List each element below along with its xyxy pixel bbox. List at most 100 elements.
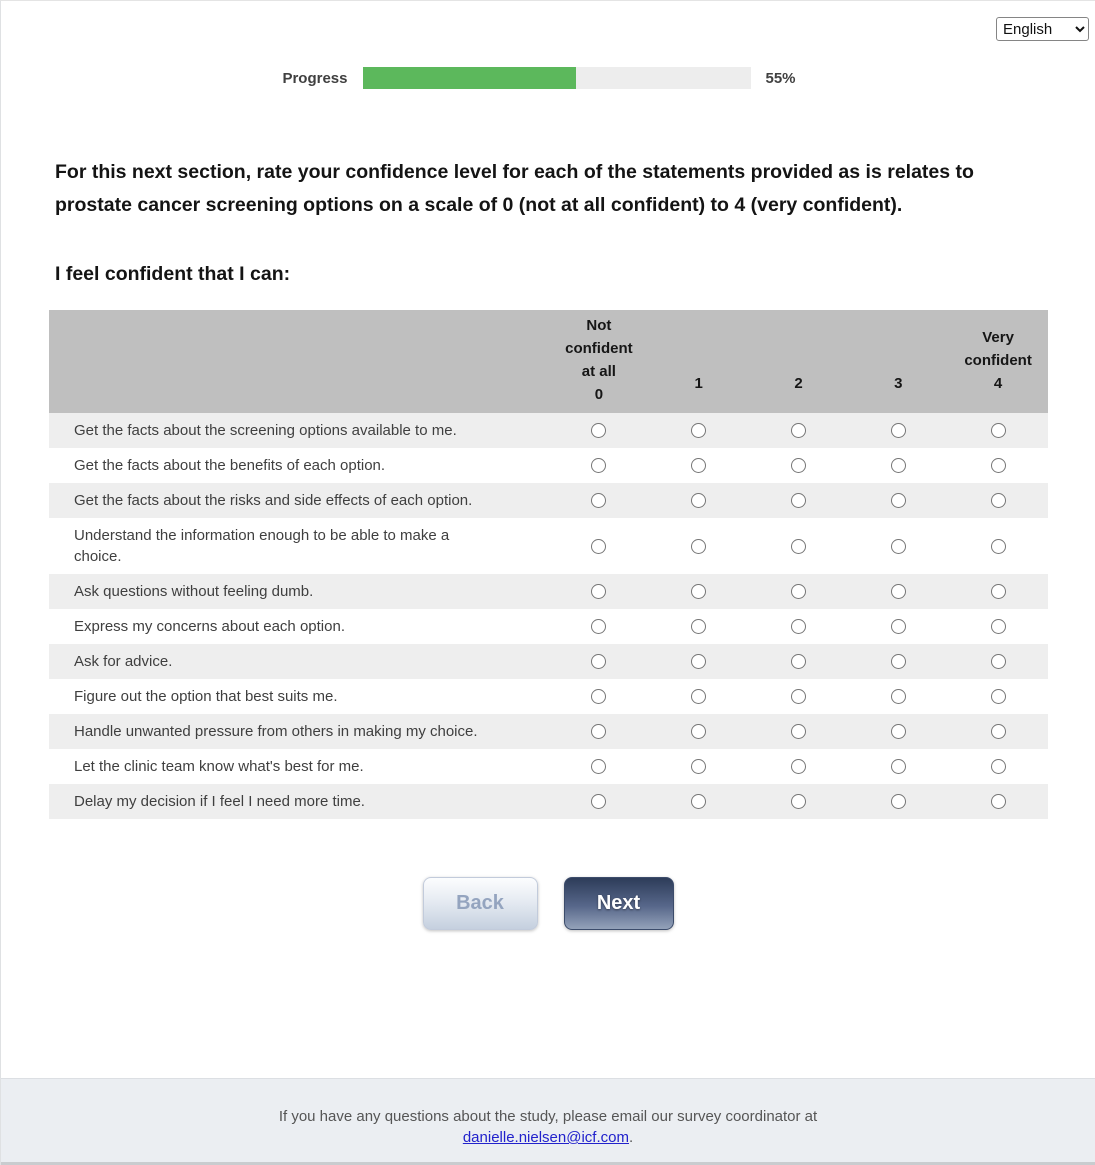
radio-row9-value2[interactable] xyxy=(790,724,806,739)
matrix-col-header-1: 1 xyxy=(694,375,703,392)
radio-row7-value3[interactable] xyxy=(890,654,906,669)
progress-label: Progress xyxy=(282,69,348,87)
row-statement: Express my concerns about each option. xyxy=(74,618,345,635)
radio-row8-value0[interactable] xyxy=(591,689,607,704)
radio-row8-value3[interactable] xyxy=(890,689,906,704)
radio-row2-value0[interactable] xyxy=(591,458,607,473)
back-button[interactable]: Back xyxy=(422,877,538,930)
radio-cell xyxy=(549,679,649,714)
radio-cell xyxy=(649,413,749,448)
radio-row1-value4[interactable] xyxy=(990,423,1006,438)
matrix-body: Get the facts about the screening option… xyxy=(49,413,1048,819)
radio-cell xyxy=(749,574,849,609)
radio-row9-value4[interactable] xyxy=(990,724,1006,739)
table-row: Get the facts about the screening option… xyxy=(49,413,1048,448)
radio-row5-value0[interactable] xyxy=(591,584,607,599)
radio-row6-value4[interactable] xyxy=(990,619,1006,634)
radio-row1-value0[interactable] xyxy=(591,423,607,438)
radio-cell xyxy=(848,714,948,749)
radio-row3-value1[interactable] xyxy=(691,493,707,508)
radio-row6-value1[interactable] xyxy=(691,619,707,634)
progress-bar xyxy=(362,67,751,89)
radio-row2-value1[interactable] xyxy=(691,458,707,473)
radio-row8-value1[interactable] xyxy=(691,689,707,704)
radio-row6-value0[interactable] xyxy=(591,619,607,634)
radio-row2-value3[interactable] xyxy=(890,458,906,473)
radio-row3-value3[interactable] xyxy=(890,493,906,508)
radio-row5-value1[interactable] xyxy=(691,584,707,599)
radio-row4-value1[interactable] xyxy=(691,538,707,554)
radio-row9-value0[interactable] xyxy=(591,724,607,739)
radio-cell xyxy=(749,518,849,574)
radio-cell xyxy=(549,784,649,819)
radio-cell xyxy=(749,679,849,714)
radio-row2-value4[interactable] xyxy=(990,458,1006,473)
radio-cell xyxy=(948,413,1048,448)
radio-row1-value3[interactable] xyxy=(890,423,906,438)
radio-row8-value2[interactable] xyxy=(790,689,806,704)
radio-cell xyxy=(948,644,1048,679)
radio-cell xyxy=(549,714,649,749)
table-row: Ask for advice. xyxy=(49,644,1048,679)
radio-row7-value4[interactable] xyxy=(990,654,1006,669)
matrix-col-header-4: Very confident 4 xyxy=(964,329,1032,392)
radio-cell xyxy=(948,448,1048,483)
radio-row10-value4[interactable] xyxy=(990,759,1006,774)
table-row: Figure out the option that best suits me… xyxy=(49,679,1048,714)
radio-row2-value2[interactable] xyxy=(790,458,806,473)
radio-cell xyxy=(749,784,849,819)
radio-row7-value0[interactable] xyxy=(591,654,607,669)
radio-cell xyxy=(848,448,948,483)
radio-row6-value2[interactable] xyxy=(790,619,806,634)
table-row: Let the clinic team know what's best for… xyxy=(49,749,1048,784)
radio-row1-value2[interactable] xyxy=(790,423,806,438)
radio-row6-value3[interactable] xyxy=(890,619,906,634)
radio-row4-value2[interactable] xyxy=(790,538,806,554)
radio-cell xyxy=(649,749,749,784)
radio-row5-value4[interactable] xyxy=(990,584,1006,599)
row-statement: Ask for advice. xyxy=(74,653,173,670)
progress-percent: 55% xyxy=(765,69,796,87)
radio-cell xyxy=(649,714,749,749)
radio-row5-value3[interactable] xyxy=(890,584,906,599)
radio-row11-value0[interactable] xyxy=(591,794,607,809)
radio-row4-value3[interactable] xyxy=(890,538,906,554)
radio-row10-value0[interactable] xyxy=(591,759,607,774)
row-statement: Get the facts about the screening option… xyxy=(74,422,457,439)
radio-row5-value2[interactable] xyxy=(790,584,806,599)
radio-row3-value2[interactable] xyxy=(790,493,806,508)
radio-cell xyxy=(649,784,749,819)
radio-row7-value2[interactable] xyxy=(790,654,806,669)
radio-cell xyxy=(649,518,749,574)
radio-row3-value4[interactable] xyxy=(990,493,1006,508)
radio-cell xyxy=(549,518,649,574)
radio-row10-value1[interactable] xyxy=(691,759,707,774)
row-statement: Figure out the option that best suits me… xyxy=(74,688,338,705)
radio-row11-value1[interactable] xyxy=(691,794,707,809)
radio-cell xyxy=(948,679,1048,714)
radio-row10-value3[interactable] xyxy=(890,759,906,774)
radio-cell xyxy=(948,483,1048,518)
radio-row9-value1[interactable] xyxy=(691,724,707,739)
row-statement: Delay my decision if I feel I need more … xyxy=(74,793,365,810)
radio-row8-value4[interactable] xyxy=(990,689,1006,704)
radio-cell xyxy=(549,483,649,518)
radio-row10-value2[interactable] xyxy=(790,759,806,774)
radio-row11-value4[interactable] xyxy=(990,794,1006,809)
radio-cell xyxy=(948,784,1048,819)
radio-row9-value3[interactable] xyxy=(890,724,906,739)
radio-row4-value4[interactable] xyxy=(990,538,1006,554)
radio-row4-value0[interactable] xyxy=(591,538,607,554)
navigation-buttons: Back Next xyxy=(1,877,1095,930)
language-select[interactable]: English xyxy=(996,17,1089,41)
radio-cell xyxy=(549,644,649,679)
radio-row1-value1[interactable] xyxy=(691,423,707,438)
progress-section: Progress 55% xyxy=(0,1,1095,89)
radio-row3-value0[interactable] xyxy=(591,493,607,508)
next-button[interactable]: Next xyxy=(563,877,674,930)
confidence-matrix: Not confident at all 0 1 2 3 Very confident 4 Get… xyxy=(49,310,1048,819)
radio-row7-value1[interactable] xyxy=(691,654,707,669)
footer-email-link[interactable]: danielle.nielsen@icf.com xyxy=(462,1129,629,1146)
radio-row11-value2[interactable] xyxy=(790,794,806,809)
radio-row11-value3[interactable] xyxy=(890,794,906,809)
